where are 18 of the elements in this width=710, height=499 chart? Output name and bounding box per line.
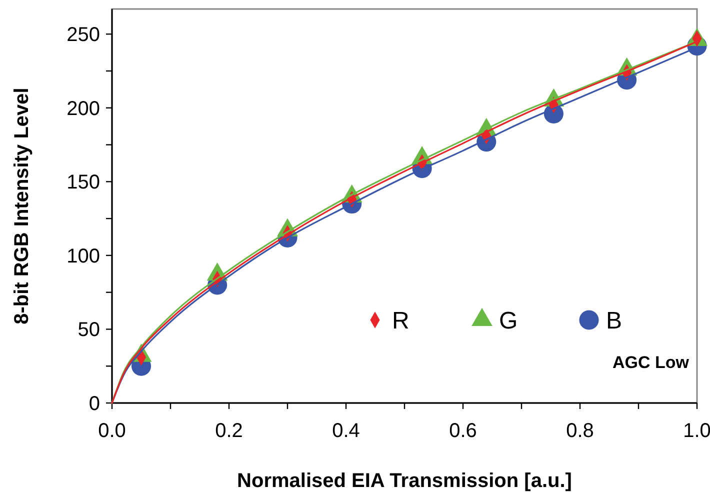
legend-label: G xyxy=(499,307,518,334)
x-tick-label: 0.8 xyxy=(566,420,594,442)
y-tick-label: 200 xyxy=(66,98,100,120)
annotation: AGC Low xyxy=(612,353,690,372)
x-tick-label: 0.4 xyxy=(332,420,360,442)
x-tick-label: 1.0 xyxy=(683,420,710,442)
x-axis-title: Normalised EIA Transmission [a.u.] xyxy=(237,470,572,492)
y-tick-label: 100 xyxy=(66,245,100,268)
legend-label: B xyxy=(606,307,622,334)
y-tick-label: 0 xyxy=(88,393,100,415)
y-tick-label: 50 xyxy=(78,319,100,342)
legend-label: R xyxy=(392,307,410,334)
x-tick-label: 0.6 xyxy=(449,420,477,442)
y-tick-label: 250 xyxy=(66,24,100,46)
x-tick-label: 0.0 xyxy=(98,420,126,442)
y-axis-title: 8-bit RGB Intensity Level xyxy=(11,88,33,324)
y-tick-label: 150 xyxy=(66,172,100,194)
x-tick-label: 0.2 xyxy=(215,420,243,442)
